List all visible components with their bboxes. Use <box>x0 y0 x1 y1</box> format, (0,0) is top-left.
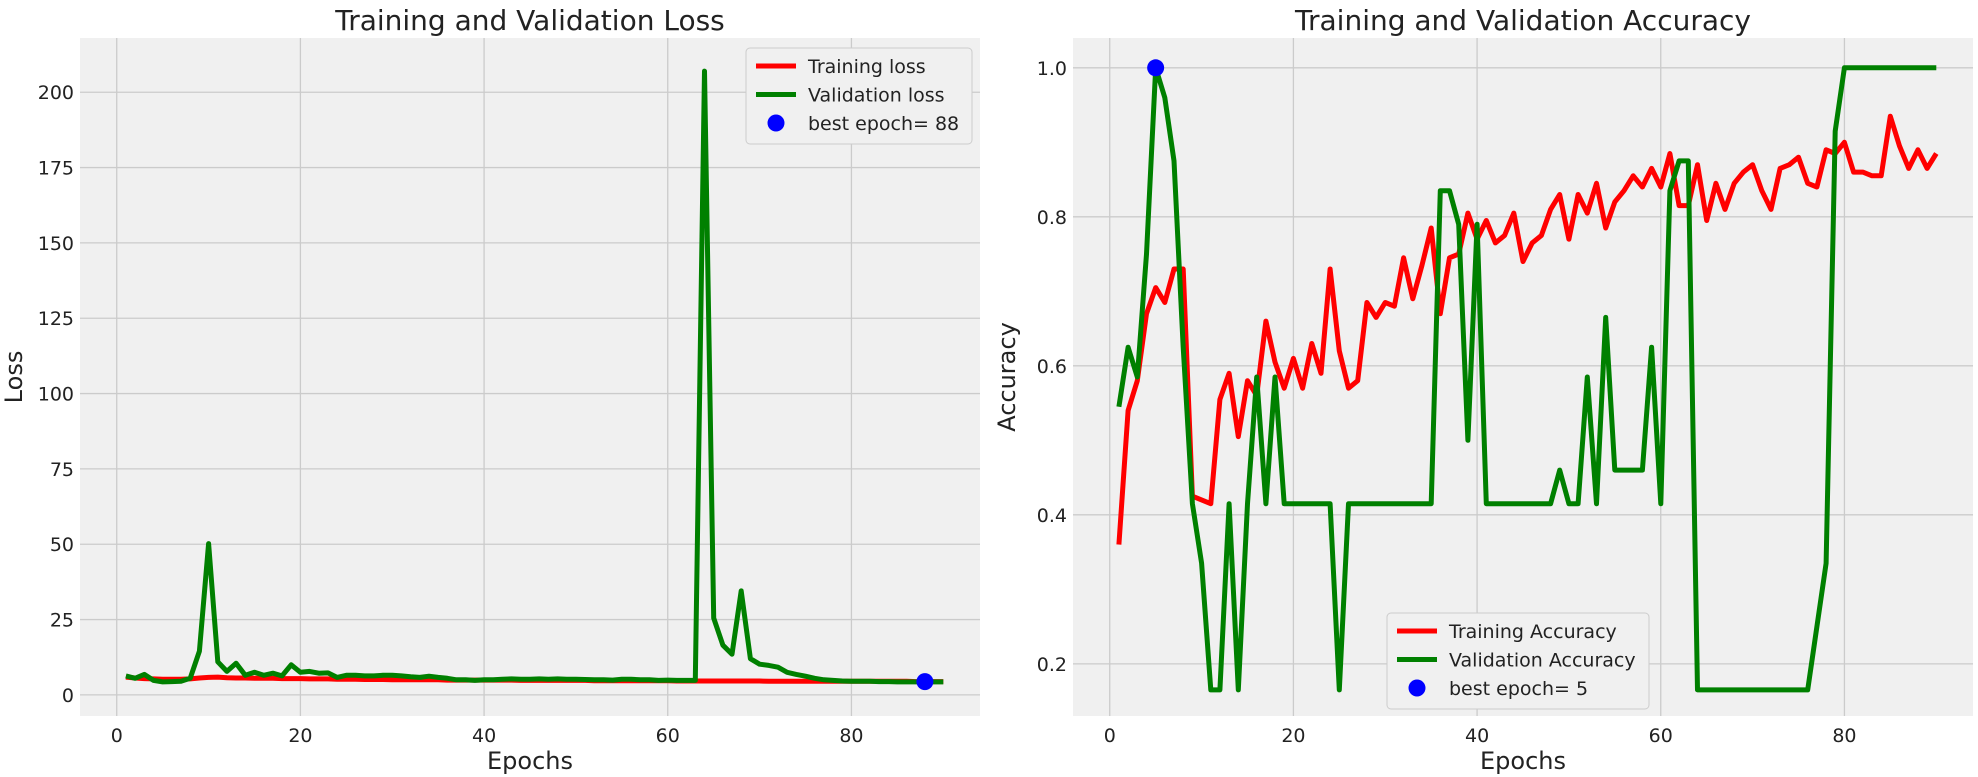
y-tick-label: 125 <box>38 308 74 330</box>
y-tick-label: 200 <box>38 82 74 104</box>
legend-label: best epoch= 5 <box>1449 678 1588 700</box>
x-tick-label: 20 <box>288 725 312 747</box>
y-tick-label: 150 <box>38 233 74 255</box>
x-axis-label: Epochs <box>1480 747 1566 775</box>
x-tick-label: 40 <box>472 725 496 747</box>
x-tick-label: 40 <box>1465 725 1489 747</box>
x-axis-label: Epochs <box>487 747 573 775</box>
y-tick-label: 175 <box>38 158 74 180</box>
y-tick-label: 0 <box>62 685 74 707</box>
y-tick-label: 1.0 <box>1037 58 1067 80</box>
legend: Training Accuracy Validation Accuracy best… <box>1386 612 1650 710</box>
plot-area <box>80 38 980 716</box>
legend-marker <box>1408 679 1426 697</box>
loss-chart: 0 20 40 60 80 0 25 50 75 100 125 150 175 200 Training … <box>0 4 980 775</box>
legend-label: Training Accuracy <box>1448 621 1617 643</box>
y-tick-label: 100 <box>38 384 74 406</box>
x-tick-label: 0 <box>1104 725 1116 747</box>
series-line <box>1116 65 1937 693</box>
y-tick-label: 0.4 <box>1037 505 1067 527</box>
chart-title: Training and Validation Loss <box>334 4 725 37</box>
legend-label: Training loss <box>807 56 926 78</box>
legend-label: Validation loss <box>808 85 945 107</box>
y-tick-label: 0.2 <box>1037 654 1067 676</box>
series-line <box>125 68 944 685</box>
x-tick-label: 60 <box>1649 725 1673 747</box>
best-epoch-point <box>1147 59 1165 77</box>
x-tick-label: 80 <box>1832 725 1856 747</box>
y-tick-label: 0.6 <box>1037 356 1067 378</box>
legend: Training loss Validation loss best epoch= … <box>745 47 973 145</box>
legend-marker <box>767 114 785 132</box>
accuracy-chart: 0 20 40 60 80 0.2 0.4 0.6 0.8 1.0 Training and Val… <box>993 4 1973 775</box>
legend-label: Validation Accuracy <box>1449 650 1636 672</box>
x-tick-label: 0 <box>111 725 123 747</box>
chart-title: Training and Validation Accuracy <box>1294 4 1751 37</box>
y-tick-label: 50 <box>50 534 74 556</box>
y-tick-label: 75 <box>50 459 74 481</box>
legend-box <box>1386 612 1650 710</box>
y-tick-label: 0.8 <box>1037 207 1067 229</box>
x-tick-label: 80 <box>839 725 863 747</box>
legend-label: best epoch= 88 <box>808 113 959 135</box>
x-tick-label: 60 <box>656 725 680 747</box>
y-tick-label: 25 <box>50 610 74 632</box>
best-epoch-point <box>916 673 934 691</box>
y-axis-label: Loss <box>0 351 28 404</box>
legend-box <box>745 47 973 145</box>
y-axis-label: Accuracy <box>993 322 1021 432</box>
x-tick-label: 20 <box>1281 725 1305 747</box>
